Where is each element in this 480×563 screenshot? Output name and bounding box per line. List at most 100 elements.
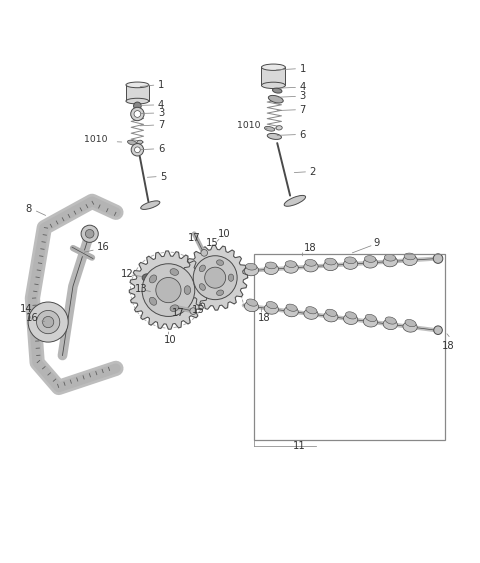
Text: 1: 1 <box>158 80 164 90</box>
Ellipse shape <box>142 274 152 282</box>
Ellipse shape <box>268 95 283 103</box>
Ellipse shape <box>324 260 338 271</box>
Ellipse shape <box>363 316 378 327</box>
Text: 3: 3 <box>300 91 306 101</box>
Ellipse shape <box>262 82 285 88</box>
Circle shape <box>28 302 68 342</box>
Text: 18: 18 <box>442 341 454 351</box>
Polygon shape <box>183 245 248 310</box>
Circle shape <box>36 310 60 334</box>
Ellipse shape <box>383 319 397 329</box>
Ellipse shape <box>244 265 259 276</box>
Ellipse shape <box>304 309 318 319</box>
Ellipse shape <box>228 274 234 282</box>
Ellipse shape <box>199 265 205 272</box>
Text: 15: 15 <box>205 238 218 248</box>
Text: 18: 18 <box>304 243 317 253</box>
Circle shape <box>434 326 443 334</box>
Text: 1: 1 <box>300 64 306 74</box>
Circle shape <box>204 267 226 288</box>
Ellipse shape <box>149 275 156 283</box>
Ellipse shape <box>286 304 297 311</box>
Bar <box>254 254 445 440</box>
Circle shape <box>433 254 443 263</box>
Ellipse shape <box>276 126 282 130</box>
Circle shape <box>43 316 54 328</box>
Ellipse shape <box>326 309 337 316</box>
Ellipse shape <box>137 140 143 144</box>
Text: 16: 16 <box>97 242 109 252</box>
Ellipse shape <box>128 140 137 145</box>
Ellipse shape <box>384 254 396 261</box>
Ellipse shape <box>273 88 282 93</box>
Circle shape <box>131 108 144 120</box>
Circle shape <box>131 144 144 156</box>
Text: 6: 6 <box>158 144 164 154</box>
Ellipse shape <box>284 263 298 273</box>
Text: 2: 2 <box>310 167 316 177</box>
Ellipse shape <box>344 314 358 324</box>
Text: 13: 13 <box>135 284 148 294</box>
Ellipse shape <box>246 299 258 306</box>
Ellipse shape <box>403 255 417 266</box>
Circle shape <box>134 111 141 117</box>
Text: 14: 14 <box>20 304 32 314</box>
Ellipse shape <box>267 133 281 140</box>
Text: 11: 11 <box>293 441 306 451</box>
Ellipse shape <box>345 257 356 263</box>
Text: 10: 10 <box>217 229 230 239</box>
Ellipse shape <box>170 269 179 275</box>
Text: 17: 17 <box>172 307 185 318</box>
Ellipse shape <box>149 297 156 305</box>
Ellipse shape <box>383 256 397 267</box>
Ellipse shape <box>244 301 259 312</box>
Ellipse shape <box>365 314 376 321</box>
Text: 16: 16 <box>26 313 39 323</box>
Circle shape <box>193 256 237 300</box>
Bar <box>126 85 149 101</box>
Circle shape <box>201 249 207 256</box>
Ellipse shape <box>216 290 224 296</box>
Circle shape <box>156 278 181 303</box>
Ellipse shape <box>305 260 316 266</box>
Text: 5: 5 <box>160 172 167 181</box>
Text: 17: 17 <box>188 233 200 243</box>
Ellipse shape <box>385 317 396 324</box>
Text: 8: 8 <box>25 204 32 214</box>
Ellipse shape <box>364 256 376 262</box>
Ellipse shape <box>216 260 224 265</box>
Ellipse shape <box>284 195 306 206</box>
Ellipse shape <box>199 284 205 291</box>
Ellipse shape <box>346 312 357 319</box>
Text: 4: 4 <box>158 100 164 110</box>
Ellipse shape <box>306 307 317 314</box>
Ellipse shape <box>325 258 336 265</box>
Ellipse shape <box>304 261 318 272</box>
Ellipse shape <box>363 257 378 268</box>
Circle shape <box>142 263 195 316</box>
Text: 15: 15 <box>192 305 205 315</box>
Circle shape <box>190 308 197 314</box>
Ellipse shape <box>284 306 298 317</box>
Text: 1010: 1010 <box>84 135 108 144</box>
Circle shape <box>81 225 98 242</box>
Ellipse shape <box>403 321 417 332</box>
Circle shape <box>133 102 141 110</box>
Ellipse shape <box>266 302 277 309</box>
Ellipse shape <box>170 305 179 311</box>
Text: 7: 7 <box>158 120 164 130</box>
Text: 12: 12 <box>120 269 133 279</box>
Ellipse shape <box>126 82 149 88</box>
Ellipse shape <box>126 99 149 104</box>
Text: 4: 4 <box>300 82 306 92</box>
Text: 1010: 1010 <box>237 122 260 131</box>
Ellipse shape <box>285 261 297 267</box>
Text: 7: 7 <box>300 105 306 115</box>
Circle shape <box>134 147 140 153</box>
Ellipse shape <box>265 262 277 269</box>
Text: 9: 9 <box>373 238 380 248</box>
Ellipse shape <box>405 319 416 327</box>
Text: 10: 10 <box>164 335 176 345</box>
Ellipse shape <box>264 127 275 131</box>
Text: 3: 3 <box>158 108 164 118</box>
